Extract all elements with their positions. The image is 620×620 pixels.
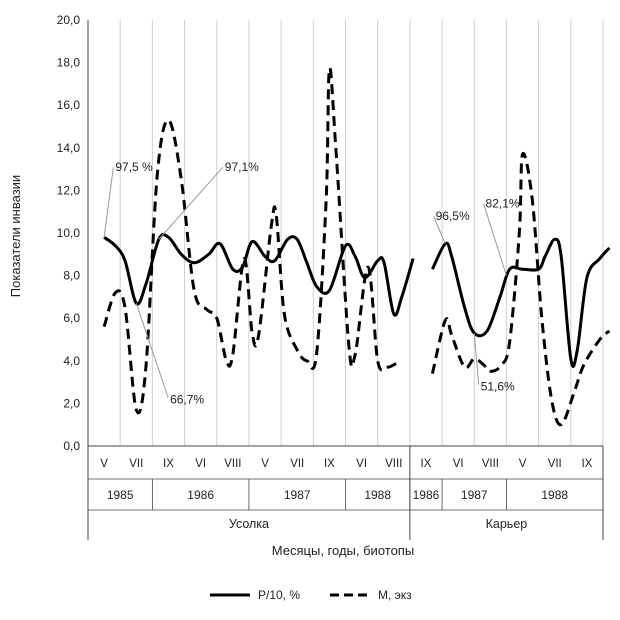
month-label: VI <box>195 458 206 470</box>
month-label: IX <box>421 458 432 470</box>
annotation-label: 82,1% <box>486 196 520 210</box>
month-label: V <box>261 458 269 470</box>
series-p10-line <box>431 237 611 368</box>
annotation-leader <box>483 203 507 276</box>
x-axis-label: Месяцы, годы, биотопы <box>272 543 414 558</box>
y-tick-label: 16,0 <box>57 98 81 112</box>
annotation-label: 51,6% <box>481 380 515 394</box>
month-label: VII <box>290 458 304 470</box>
year-label: 1988 <box>364 488 391 502</box>
x-axis: V VII IX VI VIII V VII IX VI VIII IX VI VIII V VII IX 19… <box>87 445 604 540</box>
month-label: VI <box>356 458 367 470</box>
annotation-leader <box>135 303 169 398</box>
annotation-label: 97,1% <box>225 160 259 174</box>
year-label: 1985 <box>107 488 134 502</box>
month-label: IX <box>163 458 174 470</box>
y-tick-label: 8,0 <box>63 269 80 283</box>
annotation-label: 96,5% <box>436 209 470 223</box>
year-label: 1986 <box>187 488 214 502</box>
annotation-label: 97,5 % <box>115 160 153 174</box>
month-label: V <box>100 458 108 470</box>
legend: Р/10, % М, экз <box>210 588 412 602</box>
annotation-label: 66,7% <box>170 392 204 406</box>
annotation-leader <box>433 216 446 244</box>
y-tick-label: 10,0 <box>57 226 81 240</box>
biotope-label: Карьер <box>486 517 528 531</box>
y-axis-label: Показатели инвазии <box>8 175 23 297</box>
series-p10-line <box>103 233 415 317</box>
month-label: V <box>519 458 527 470</box>
y-tick-label: 20,0 <box>57 13 81 27</box>
series-lines <box>102 66 611 427</box>
month-label: VIII <box>482 458 499 470</box>
y-tick-label: 14,0 <box>57 141 81 155</box>
month-label: VIII <box>224 458 241 470</box>
y-tick-label: 0,0 <box>63 439 80 453</box>
biotope-label: Усолка <box>229 517 269 531</box>
series-m-line <box>430 151 611 427</box>
month-label: VI <box>453 458 464 470</box>
grid-lines <box>119 20 604 446</box>
month-label: VII <box>548 458 562 470</box>
month-label: VIII <box>385 458 402 470</box>
y-tick-label: 2,0 <box>63 396 80 410</box>
annotations: 97,5 % 97,1% 66,7% 96,5% 82,1% 51,6% <box>103 160 520 406</box>
y-tick-label: 18,0 <box>57 56 81 70</box>
legend-label-p10: Р/10, % <box>258 588 300 602</box>
y-tick-label: 6,0 <box>63 311 80 325</box>
annotation-leader <box>158 166 224 240</box>
y-tick-label: 12,0 <box>57 183 81 197</box>
month-label: IX <box>324 458 335 470</box>
year-label: 1987 <box>284 488 311 502</box>
y-tick-label: 4,0 <box>63 354 80 368</box>
year-label: 1986 <box>413 488 440 502</box>
year-label: 1988 <box>541 488 568 502</box>
legend-label-m: М, экз <box>378 588 412 602</box>
year-label: 1987 <box>461 488 488 502</box>
month-label: VII <box>129 458 143 470</box>
y-axis: 0,0 2,0 4,0 6,0 8,0 10,0 12,0 14,0 16,0 18,0 20,0 <box>57 13 89 453</box>
month-label: IX <box>581 458 592 470</box>
annotation-leader <box>473 333 480 385</box>
annotation-leader <box>103 167 114 238</box>
series-m-line <box>102 66 398 415</box>
